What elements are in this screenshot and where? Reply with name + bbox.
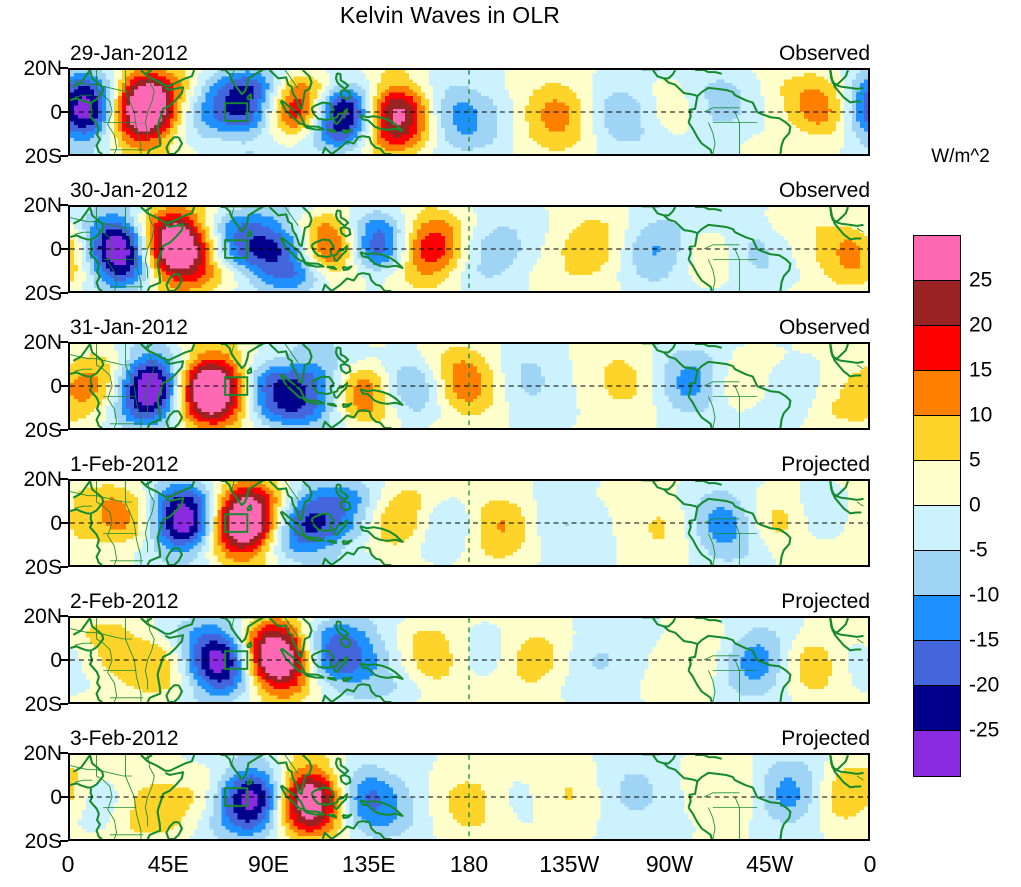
x-axis-tick-label: 0 bbox=[62, 852, 75, 876]
y-axis-tick-mark bbox=[60, 752, 68, 754]
y-axis-tick-mark bbox=[60, 429, 68, 431]
y-axis-tick-label: 0 bbox=[4, 376, 62, 397]
x-axis-tick-labels: 0 45E 90E 135E 180 135W 90W 45W 0 bbox=[0, 852, 1021, 884]
y-axis-tick-label: 20S bbox=[4, 420, 62, 441]
olr-anomaly-field bbox=[70, 344, 868, 428]
page-title: Kelvin Waves in OLR bbox=[0, 2, 900, 29]
colorbar-tick-label: 10 bbox=[969, 405, 992, 426]
y-axis-tick-mark bbox=[60, 341, 68, 343]
y-axis-tick-label: 20N bbox=[4, 195, 62, 216]
y-axis-tick-mark bbox=[60, 703, 68, 705]
y-axis-tick-mark bbox=[60, 478, 68, 480]
x-axis-tick-label: 180 bbox=[450, 852, 488, 876]
colorbar-band bbox=[914, 686, 960, 731]
colorbar-band bbox=[914, 281, 960, 326]
y-axis-tick-mark bbox=[60, 204, 68, 206]
y-axis-tick-mark bbox=[60, 522, 68, 524]
y-axis-tick-mark bbox=[60, 155, 68, 157]
panel-date-label: 30-Jan-2012 bbox=[70, 180, 188, 201]
colorbar-tick-label: 5 bbox=[969, 450, 981, 471]
colorbar-tick-label: 0 bbox=[969, 495, 981, 516]
y-axis-tick-label: 0 bbox=[4, 102, 62, 123]
x-axis-tick-label: 135E bbox=[342, 852, 396, 876]
colorbar-tick-label: -25 bbox=[969, 720, 999, 741]
y-axis-tick-label: 20N bbox=[4, 332, 62, 353]
colorbar[interactable] bbox=[913, 235, 961, 777]
olr-anomaly-field bbox=[70, 755, 868, 839]
x-axis-tick-label: 0 bbox=[864, 852, 877, 876]
x-axis-tick-label: 90W bbox=[646, 852, 693, 876]
y-axis-tick-mark bbox=[60, 796, 68, 798]
colorbar-tick-label: -10 bbox=[969, 585, 999, 606]
colorbar-band bbox=[914, 641, 960, 686]
colorbar-band bbox=[914, 596, 960, 641]
colorbar-tick-label: 15 bbox=[969, 360, 992, 381]
colorbar-band bbox=[914, 551, 960, 596]
colorbar-units-label: W/m^2 bbox=[900, 146, 1021, 168]
colorbar-tick-label: -20 bbox=[969, 675, 999, 696]
x-axis-tick-label: 90E bbox=[248, 852, 289, 876]
y-axis-tick-label: 0 bbox=[4, 239, 62, 260]
y-axis-tick-label: 20S bbox=[4, 146, 62, 167]
x-axis-tick-label: 45E bbox=[148, 852, 189, 876]
panel-date-label: 29-Jan-2012 bbox=[70, 43, 188, 64]
y-axis-tick-label: 20N bbox=[4, 606, 62, 627]
x-axis-tick-label: 135W bbox=[539, 852, 599, 876]
map-panel[interactable] bbox=[68, 68, 870, 156]
panel-status-label: Observed bbox=[779, 317, 870, 338]
map-panel[interactable] bbox=[68, 479, 870, 567]
y-axis-tick-label: 0 bbox=[4, 787, 62, 808]
colorbar-band bbox=[914, 461, 960, 506]
y-axis-tick-label: 20S bbox=[4, 283, 62, 304]
y-axis-tick-label: 20N bbox=[4, 743, 62, 764]
y-axis-tick-mark bbox=[60, 111, 68, 113]
colorbar-band bbox=[914, 731, 960, 776]
y-axis-tick-mark bbox=[60, 67, 68, 69]
map-panel[interactable] bbox=[68, 342, 870, 430]
map-panel[interactable] bbox=[68, 753, 870, 841]
x-axis-tick-label: 45W bbox=[746, 852, 793, 876]
y-axis-tick-label: 0 bbox=[4, 513, 62, 534]
panel-status-label: Projected bbox=[781, 728, 870, 749]
colorbar-band bbox=[914, 236, 960, 281]
olr-anomaly-field bbox=[70, 618, 868, 702]
panel-date-label: 31-Jan-2012 bbox=[70, 317, 188, 338]
y-axis-tick-label: 0 bbox=[4, 650, 62, 671]
y-axis-tick-mark bbox=[60, 292, 68, 294]
panel-status-label: Projected bbox=[781, 591, 870, 612]
panel-status-label: Projected bbox=[781, 454, 870, 475]
colorbar-band bbox=[914, 326, 960, 371]
colorbar-band bbox=[914, 416, 960, 461]
colorbar-band bbox=[914, 506, 960, 551]
y-axis-tick-mark bbox=[60, 840, 68, 842]
panel-date-label: 1-Feb-2012 bbox=[70, 454, 179, 475]
panel-status-label: Observed bbox=[779, 180, 870, 201]
colorbar-tick-labels: 25 20 15 10 5 0 -5 -10 -15 -20 -25 bbox=[963, 235, 1021, 775]
panel-status-label: Observed bbox=[779, 43, 870, 64]
y-axis-tick-mark bbox=[60, 385, 68, 387]
y-axis-tick-label: 20S bbox=[4, 694, 62, 715]
y-axis-tick-mark bbox=[60, 659, 68, 661]
panel-date-label: 3-Feb-2012 bbox=[70, 728, 179, 749]
y-axis-tick-mark bbox=[60, 615, 68, 617]
map-panel[interactable] bbox=[68, 205, 870, 293]
colorbar-tick-label: -15 bbox=[969, 630, 999, 651]
y-axis-tick-mark bbox=[60, 248, 68, 250]
olr-anomaly-field bbox=[70, 481, 868, 565]
y-axis-tick-label: 20S bbox=[4, 557, 62, 578]
map-panel[interactable] bbox=[68, 616, 870, 704]
olr-anomaly-field bbox=[70, 207, 868, 291]
y-axis-tick-label: 20S bbox=[4, 831, 62, 852]
colorbar-tick-label: -5 bbox=[969, 540, 988, 561]
panel-date-label: 2-Feb-2012 bbox=[70, 591, 179, 612]
colorbar-tick-label: 25 bbox=[969, 270, 992, 291]
colorbar-tick-label: 20 bbox=[969, 315, 992, 336]
y-axis-tick-label: 20N bbox=[4, 469, 62, 490]
colorbar-band bbox=[914, 371, 960, 416]
y-axis-tick-mark bbox=[60, 566, 68, 568]
y-axis-tick-label: 20N bbox=[4, 58, 62, 79]
olr-anomaly-field bbox=[70, 70, 868, 154]
